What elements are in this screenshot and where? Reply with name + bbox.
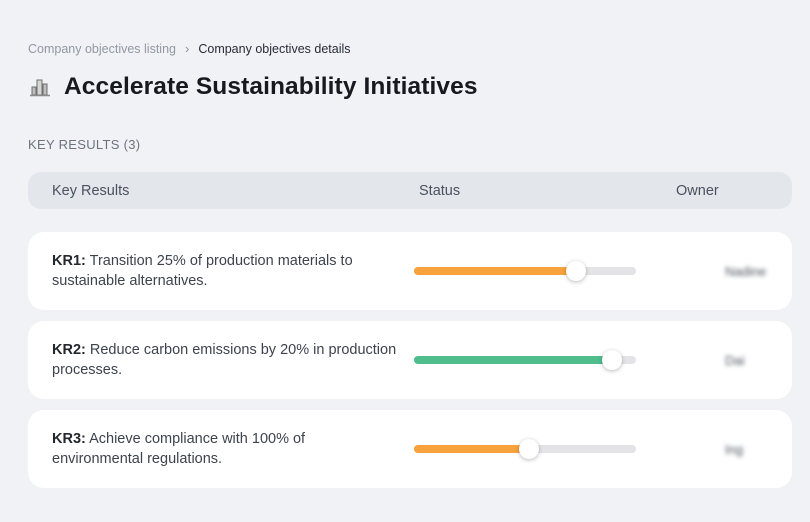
progress-slider[interactable] [414, 439, 636, 459]
slider-fill [414, 445, 530, 453]
owner-cell: Nadine [636, 253, 768, 290]
chevron-right-icon: › [185, 40, 190, 56]
owner-avatar [676, 431, 713, 468]
slider-thumb[interactable] [566, 261, 587, 281]
breadcrumb: Company objectives listing › Company obj… [28, 40, 792, 57]
progress-slider[interactable] [414, 261, 636, 281]
page-title: Accelerate Sustainability Initiatives [64, 73, 478, 100]
table-header-row: Key Results Status Owner [28, 172, 792, 209]
key-result-description: KR3: Achieve compliance with 100% of env… [52, 429, 414, 469]
key-result-row-kr1[interactable]: KR1: Transition 25% of production materi… [28, 232, 792, 310]
key-result-id: KR2: [52, 342, 86, 358]
key-result-row-kr2[interactable]: KR2: Reduce carbon emissions by 20% in p… [28, 321, 792, 399]
key-results-count-label: KEY RESULTS (3) [28, 137, 141, 152]
key-result-text: Achieve compliance with 100% of environm… [52, 431, 306, 467]
key-result-id: KR1: [52, 253, 86, 269]
company-buildings-icon [28, 75, 52, 99]
key-result-id: KR3: [52, 431, 86, 447]
column-header-key-results: Key Results [52, 182, 130, 199]
column-header-owner: Owner [676, 182, 719, 199]
key-result-description: KR1: Transition 25% of production materi… [52, 251, 414, 291]
owner-cell: Ing [636, 431, 768, 468]
slider-thumb[interactable] [519, 439, 540, 459]
key-result-row-kr3[interactable]: KR3: Achieve compliance with 100% of env… [28, 410, 792, 488]
owner-name: Nadine [725, 263, 767, 279]
breadcrumb-link-objectives-listing[interactable]: Company objectives listing [28, 42, 176, 56]
owner-avatar [676, 342, 713, 379]
owner-name: Dai [725, 352, 745, 368]
owner-name: Ing [725, 441, 744, 457]
column-header-status: Status [419, 182, 461, 199]
key-result-description: KR2: Reduce carbon emissions by 20% in p… [52, 340, 414, 380]
owner-cell: Dai [636, 342, 768, 379]
title-row: Accelerate Sustainability Initiatives [28, 73, 792, 101]
slider-fill [414, 356, 612, 364]
page: Company objectives listing › Company obj… [28, 40, 792, 488]
progress-slider[interactable] [414, 350, 636, 370]
owner-avatar [676, 253, 713, 290]
breadcrumb-current-objectives-details: Company objectives details [198, 42, 351, 56]
slider-thumb[interactable] [601, 350, 622, 370]
key-result-text: Reduce carbon emissions by 20% in produc… [52, 342, 397, 378]
slider-fill [414, 267, 577, 275]
key-result-text: Transition 25% of production materials t… [52, 253, 353, 289]
